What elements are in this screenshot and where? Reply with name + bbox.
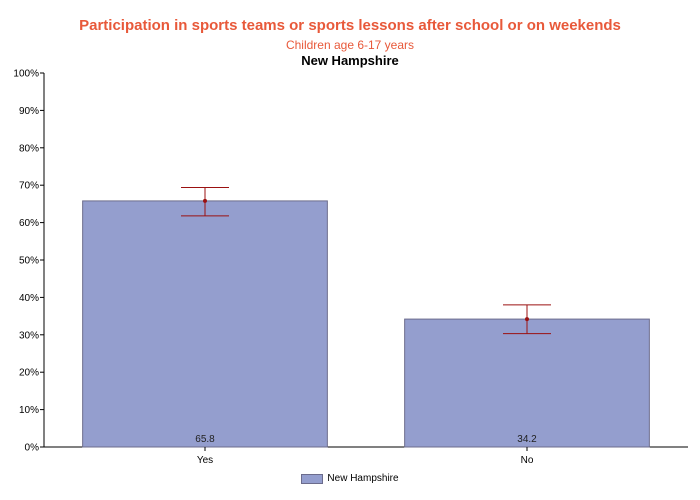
y-tick-label: 60%: [19, 218, 39, 229]
y-tick-label: 30%: [19, 330, 39, 341]
point-estimate: [525, 317, 529, 322]
y-tick-label: 0%: [25, 443, 40, 454]
y-tick-label: 70%: [19, 181, 39, 192]
y-tick-label: 50%: [19, 256, 39, 267]
x-tick-label: Yes: [197, 455, 213, 466]
chart-title: Participation in sports teams or sports …: [79, 17, 621, 34]
data-label: 34.2: [517, 434, 537, 445]
legend-swatch: [301, 473, 324, 484]
bar: [82, 200, 328, 448]
y-tick-label: 100%: [13, 69, 39, 80]
chart-subtitle: Children age 6-17 years: [285, 38, 415, 52]
y-tick-label: 80%: [19, 143, 39, 154]
bar: [404, 318, 650, 448]
y-tick-label: 90%: [19, 106, 39, 117]
x-tick-label: No: [521, 455, 534, 466]
data-label: 65.8: [195, 434, 215, 445]
legend: New Hampshire: [0, 473, 700, 484]
y-tick-label: 20%: [19, 368, 39, 379]
legend-label: New Hampshire: [327, 473, 399, 484]
chart-region-title: New Hampshire: [301, 53, 399, 68]
y-tick-label: 40%: [19, 293, 39, 304]
y-tick-label: 10%: [19, 405, 39, 416]
point-estimate: [203, 198, 207, 203]
